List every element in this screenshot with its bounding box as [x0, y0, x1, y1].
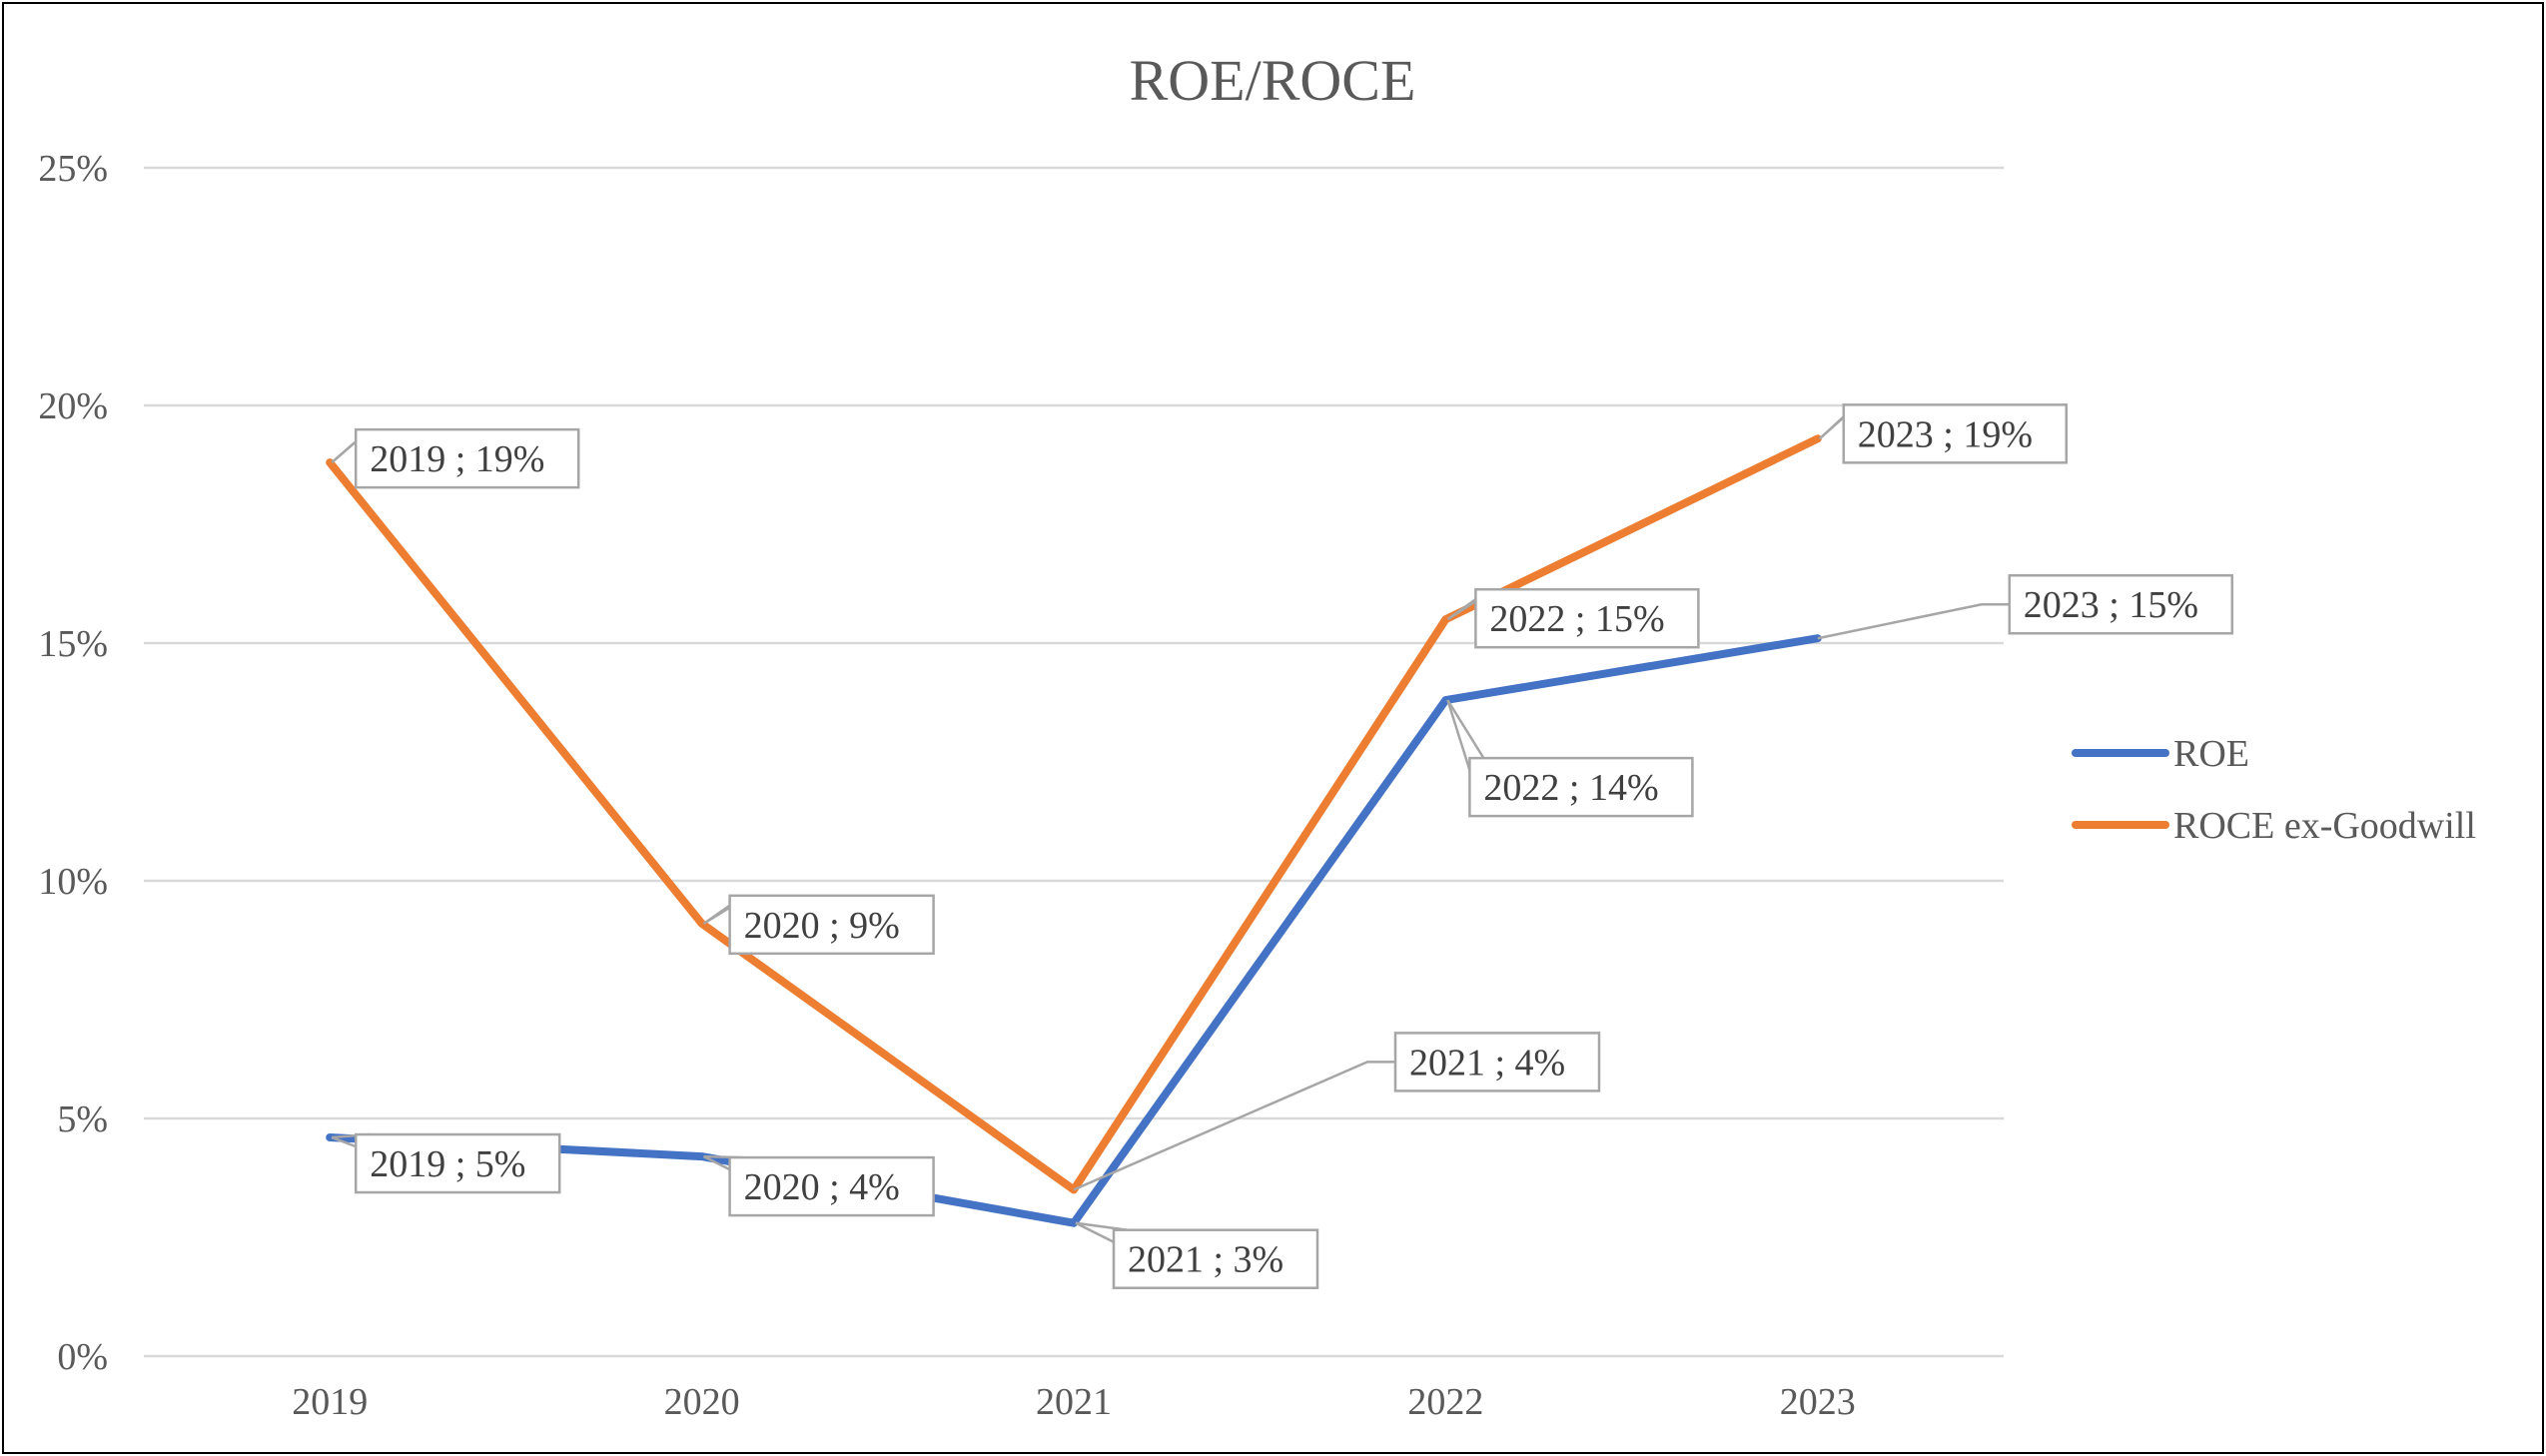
label-box: [728, 894, 935, 956]
label-text: 2019 ; 19%: [370, 438, 544, 480]
label-box: [1112, 1228, 1319, 1289]
x-tick-label: 2021: [1036, 1381, 1112, 1423]
label-leader: [1073, 1061, 1395, 1191]
data-label: 2019 ; 19%: [331, 427, 580, 489]
legend-entry: ROE: [2072, 733, 2249, 775]
data-label: 2022 ; 14%: [1446, 699, 1694, 818]
y-tick-label: 25%: [38, 148, 108, 190]
label-text: 2023 ; 15%: [2024, 584, 2198, 626]
label-leader: [1075, 1221, 1129, 1243]
label-box: [1842, 403, 2069, 464]
line-chart: ROE/ROCE 0%5%10%15%20%25% 2019 2020 2021 20…: [38, 48, 2476, 1423]
y-tick-label: 20%: [38, 385, 108, 427]
series-lines: [326, 434, 1822, 1227]
label-box: [1393, 1032, 1601, 1092]
label-box: [728, 1155, 935, 1217]
data-labels: 2019 ; 5% 2020 ; 4% 2021 ; 3% 2022 ; 14% 202…: [331, 403, 2234, 1289]
gridlines: [144, 166, 2004, 1358]
x-tick-label: 2020: [664, 1381, 740, 1423]
legend: ROE ROCE ex-Goodwill: [2072, 733, 2476, 847]
x-tick-label: 2023: [1780, 1381, 1856, 1423]
label-box: [354, 427, 580, 489]
label-box: [1468, 756, 1694, 818]
data-label: 2021 ; 3%: [1075, 1221, 1319, 1289]
y-tick-label: 0%: [57, 1336, 108, 1378]
y-axis-ticks: 0% 5% 10% 15% 20% 25%: [38, 148, 108, 1378]
label-text: 2020 ; 9%: [744, 905, 900, 947]
data-label: 2023 ; 15%: [1817, 573, 2234, 640]
legend-entry: ROCE ex-Goodwill: [2072, 805, 2476, 847]
label-box: [2008, 573, 2234, 635]
data-label: 2021 ; 4%: [1073, 1032, 1601, 1191]
label-box: [354, 1132, 561, 1194]
x-tick-label: 2022: [1407, 1381, 1483, 1423]
label-text: 2022 ; 14%: [1483, 767, 1658, 809]
label-box: [1474, 587, 1700, 649]
label-text: 2023 ; 19%: [1858, 413, 2033, 455]
label-text: 2022 ; 15%: [1489, 598, 1664, 640]
label-text: 2021 ; 3%: [1128, 1239, 1283, 1281]
label-text: 2021 ; 4%: [1409, 1042, 1565, 1084]
x-axis-ticks: 2019 2020 2021 2022 2023: [292, 1381, 1856, 1423]
y-tick-label: 10%: [38, 861, 108, 903]
y-tick-label: 5%: [57, 1098, 108, 1140]
legend-label: ROE: [2173, 733, 2249, 775]
label-leader: [1817, 602, 2010, 640]
data-label: 2020 ; 4%: [703, 1154, 935, 1217]
legend-label: ROCE ex-Goodwill: [2173, 805, 2476, 847]
label-text: 2020 ; 4%: [744, 1166, 900, 1208]
series-line: [326, 634, 1822, 1227]
data-label: 2022 ; 15%: [1446, 587, 1700, 649]
y-tick-label: 15%: [38, 623, 108, 665]
x-tick-label: 2019: [292, 1381, 368, 1423]
data-label: 2023 ; 19%: [1818, 403, 2069, 464]
data-label: 2019 ; 5%: [331, 1132, 561, 1194]
data-label: 2020 ; 9%: [702, 894, 935, 956]
chart-title: ROE/ROCE: [1130, 48, 1416, 113]
label-leader: [1446, 699, 1485, 771]
label-text: 2019 ; 5%: [370, 1143, 525, 1185]
